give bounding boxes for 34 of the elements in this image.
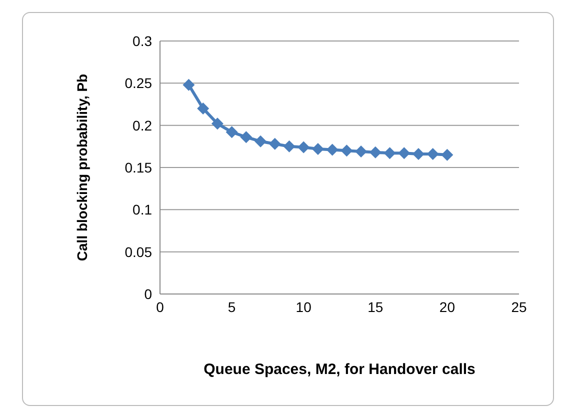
x-tick-label: 0 [156, 298, 164, 315]
point [426, 148, 439, 160]
point [441, 148, 454, 161]
point [182, 78, 195, 91]
y-tick-label: 0.2 [132, 117, 152, 134]
point [226, 126, 238, 138]
point [283, 140, 296, 152]
y-tick-label: 0 [144, 286, 152, 302]
x-axis-title: Queue Spaces, M2, for Handover calls [204, 361, 476, 378]
x-tick-label: 10 [296, 298, 312, 315]
point [369, 146, 382, 158]
point [211, 118, 224, 130]
point [384, 147, 396, 160]
point [312, 142, 324, 155]
point [412, 148, 424, 160]
y-axis-title: Call blocking probability, Pb [74, 74, 90, 262]
y-tick-label: 0.15 [124, 159, 152, 176]
x-tick-label: 15 [368, 298, 384, 315]
x-tick-label: 25 [511, 298, 527, 315]
point [240, 131, 252, 144]
point [254, 135, 267, 148]
y-tick-label: 0.05 [124, 244, 152, 260]
point [268, 138, 281, 150]
y-tick-label: 0.3 [132, 32, 152, 49]
x-tick-label: 20 [439, 298, 456, 315]
x-tick-label: 5 [228, 298, 236, 315]
point [398, 147, 410, 160]
point [298, 141, 310, 154]
point [355, 145, 368, 158]
point [197, 102, 210, 114]
point [340, 144, 353, 157]
y-tick-label: 0.25 [124, 75, 152, 92]
y-tick-label: 0.1 [132, 202, 152, 218]
point [326, 144, 338, 156]
